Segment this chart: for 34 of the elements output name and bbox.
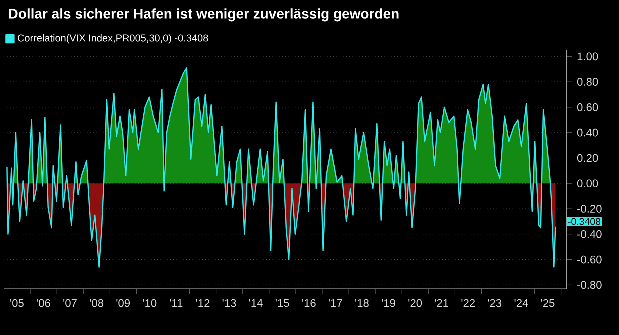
text: -0.3408 (568, 218, 601, 226)
y-tick-label: -0.60 (578, 256, 602, 264)
y-tick-label: -0.40 (578, 230, 602, 238)
y-tick-label: -0.20 (578, 205, 602, 213)
y-tick-label: 0.40 (577, 128, 598, 137)
x-tick-label: '24 (514, 299, 528, 308)
x-tick-label: '19 (382, 299, 396, 308)
x-tick-label: '05 (10, 299, 24, 308)
y-tick-label: 0.00 (577, 180, 598, 188)
chart-title: Dollar als sicherer Hafen ist weniger zuverlässig geworden (9, 8, 399, 22)
x-tick-label: '14 (249, 299, 263, 307)
x-tick-label: '08 (90, 299, 104, 308)
y-tick-label: -0.80 (578, 281, 602, 290)
x-tick-label: '15 (276, 299, 290, 308)
y-tick-label: 0.80 (577, 78, 598, 86)
x-tick-label: '06 (37, 299, 50, 308)
x-tick-label: '21 (435, 299, 448, 308)
x-tick-label: '20 (408, 299, 422, 308)
x-tick-label: '16 (302, 299, 316, 308)
x-tick-label: '23 (488, 299, 502, 308)
x-tick-label: '09 (116, 299, 130, 308)
y-tick-label: 1.00 (578, 52, 598, 61)
x-tick-label: '25 (541, 299, 555, 308)
x-tick-label: '12 (196, 299, 210, 308)
legend-label: Correlation(VIX Index,PR005,30,0) -0.3408 (18, 34, 208, 44)
x-tick-label: '13 (222, 299, 236, 308)
x-tick-label: '22 (462, 299, 476, 308)
y-tick-label: 0.20 (577, 154, 598, 162)
x-tick-label: '07 (64, 299, 77, 308)
x-tick-label: '18 (356, 299, 369, 308)
x-tick-label: '17 (329, 299, 342, 307)
x-tick-label: '10 (143, 299, 157, 308)
x-tick-label: '11 (170, 299, 183, 307)
y-tick-label: 0.60 (577, 104, 598, 112)
